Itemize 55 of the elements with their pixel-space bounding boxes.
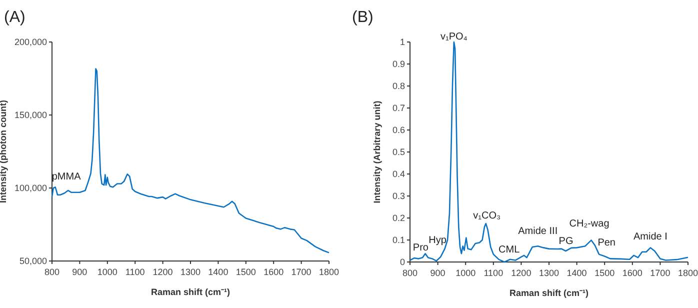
line-series bbox=[409, 41, 689, 263]
y-tick-label: 0.6 bbox=[392, 125, 405, 136]
annotation: Amide I bbox=[634, 232, 668, 243]
x-tick-label: 1400 bbox=[566, 268, 587, 278]
y-tick-label: 150,000 bbox=[14, 110, 47, 120]
x-tick-label: 1600 bbox=[264, 267, 284, 277]
y-tick-label: 1 bbox=[400, 37, 405, 48]
y-tick-label: 0 bbox=[400, 257, 405, 268]
x-tick-label: 1800 bbox=[678, 268, 698, 278]
x-tick-label: 1400 bbox=[208, 267, 228, 277]
y-tick-label: 0.4 bbox=[392, 169, 405, 180]
annotation: Pen bbox=[598, 237, 616, 248]
y-tick-label: 0.5 bbox=[392, 147, 405, 158]
line-series bbox=[51, 68, 330, 254]
x-tick-label: 1300 bbox=[538, 268, 560, 278]
annotation: Amide III bbox=[518, 226, 558, 238]
x-tick-label: 900 bbox=[430, 268, 446, 278]
x-tick-label: 1000 bbox=[97, 267, 118, 277]
x-tick-label: 1000 bbox=[456, 268, 476, 278]
y-tick-label: 100,000 bbox=[14, 183, 47, 194]
x-tick-label: 1600 bbox=[622, 268, 642, 278]
annotation: v₁PO₄ bbox=[440, 32, 468, 43]
y-tick-label: 0.2 bbox=[392, 213, 405, 224]
x-tick-label: 900 bbox=[72, 267, 88, 277]
x-tick-label: 1200 bbox=[152, 267, 173, 277]
annotation: CML bbox=[498, 244, 520, 256]
x-tick-label: 1200 bbox=[511, 268, 532, 278]
y-tick-label: 0.7 bbox=[392, 103, 405, 114]
x-tick-label: 1500 bbox=[594, 268, 615, 278]
annotation: Pro bbox=[412, 242, 429, 254]
x-tick-label: 1700 bbox=[650, 268, 670, 278]
x-tick-label: 1500 bbox=[236, 267, 256, 277]
chart-title: (A) bbox=[4, 9, 26, 26]
x-tick-label: 1300 bbox=[180, 267, 201, 277]
annotation: CH₂-wag bbox=[569, 218, 610, 230]
y-tick-label: 50,000 bbox=[19, 256, 47, 266]
x-tick-label: 1800 bbox=[318, 267, 340, 277]
annotation: pMMA bbox=[52, 172, 82, 183]
x-axis-title: Raman shift (cm⁻¹) bbox=[509, 288, 589, 298]
annotation: Hyp bbox=[428, 235, 447, 246]
x-tick-label: 1100 bbox=[125, 267, 145, 277]
chart-title: (B) bbox=[352, 9, 374, 26]
annotation: PG bbox=[558, 236, 574, 248]
y-tick-label: 0.1 bbox=[392, 235, 405, 246]
y-tick-label: 0.3 bbox=[392, 191, 405, 202]
y-axis-title: Intensity (Arbitrary unit) bbox=[372, 100, 382, 204]
x-tick-label: 1100 bbox=[484, 268, 504, 278]
x-tick-label: 1700 bbox=[291, 267, 312, 277]
y-tick-label: 0.9 bbox=[392, 59, 405, 70]
x-tick-label: 800 bbox=[402, 268, 418, 278]
x-axis-title: Raman shift (cm⁻¹) bbox=[150, 287, 230, 297]
annotation: v₁CO₃ bbox=[473, 210, 501, 222]
y-tick-label: 0.8 bbox=[392, 81, 405, 92]
y-tick-label: 200,000 bbox=[14, 37, 47, 48]
x-tick-label: 800 bbox=[44, 267, 60, 277]
